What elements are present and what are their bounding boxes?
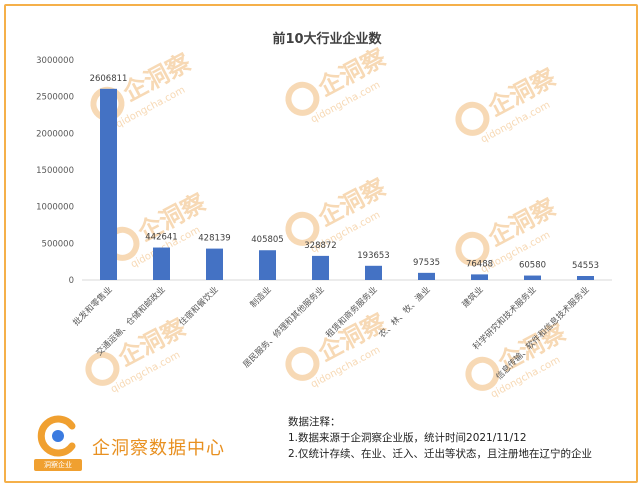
chart-frame: 企洞察 qidongcha.com 企洞察 qidongcha.com 企洞察 qidon… — [4, 4, 638, 483]
watermark-logo-icon — [285, 81, 320, 116]
bar — [259, 250, 276, 280]
data-label: 442641 — [145, 233, 177, 243]
watermark-logo-icon — [465, 356, 500, 391]
watermark-logo-icon — [455, 101, 490, 136]
y-tick-label: 0 — [69, 276, 74, 286]
bar — [365, 265, 382, 280]
bars — [100, 88, 594, 280]
bar — [471, 274, 488, 280]
watermark-logo-icon — [285, 346, 320, 381]
brand-name: 企洞察数据中心 — [92, 438, 225, 459]
data-label: 76488 — [466, 259, 493, 269]
y-tick-label: 1500000 — [36, 166, 74, 176]
y-tick-label: 3000000 — [36, 56, 74, 66]
data-label: 193653 — [357, 251, 389, 261]
note-source: 1.数据来源于企洞察企业版，统计时间2021/11/12 — [288, 432, 527, 444]
bar — [100, 88, 117, 280]
x-tick-label: 住宿和餐饮业 — [177, 284, 221, 328]
chart-title: 前10大行业企业数 — [272, 31, 382, 47]
watermark-logo-icon — [85, 351, 120, 386]
watermark-logo-icon — [455, 231, 490, 266]
data-label: 428139 — [198, 234, 230, 244]
bar — [312, 255, 329, 280]
y-tick-label: 2000000 — [36, 129, 74, 139]
logo-icon — [37, 415, 76, 457]
y-tick-label: 1000000 — [36, 203, 74, 213]
x-tick-label: 批发和零售业 — [71, 284, 115, 328]
y-axis: 0 500000 1000000 1500000 2000000 2500000 30000… — [36, 56, 612, 286]
data-notes: 数据注释： 1.数据来源于企洞察企业版，统计时间2021/11/12 2.仅统计… — [288, 414, 592, 462]
data-label: 2606811 — [90, 74, 128, 84]
data-label: 328872 — [304, 241, 336, 251]
y-tick-label: 500000 — [42, 239, 74, 249]
watermark-logo-icon — [285, 211, 320, 246]
x-tick-label: 农、林、牧、渔业 — [377, 284, 433, 340]
y-tick-label: 2500000 — [36, 93, 74, 103]
data-label: 97535 — [413, 258, 440, 268]
logo-badge: 洞察企业 — [34, 459, 82, 471]
bar — [153, 247, 170, 280]
footer: 洞察企业 企洞察数据中心 数据注释： 1.数据来源于企洞察企业版，统计时间202… — [20, 412, 640, 482]
note-scope: 2.仅统计存续、在业、迁入、迁出等状态，且注册地在辽宁的企业 — [288, 448, 593, 460]
bar — [524, 275, 541, 280]
bar — [418, 272, 435, 280]
bar — [206, 248, 223, 280]
x-tick-label: 建筑业 — [460, 284, 486, 310]
bar — [577, 275, 594, 280]
data-label: 54553 — [572, 261, 599, 271]
data-label: 60580 — [519, 261, 546, 271]
notes-title: 数据注释： — [288, 416, 341, 428]
data-label: 405805 — [251, 235, 283, 245]
value-labels: 2606811 442641 428139 405805 328872 193653 975… — [90, 74, 599, 271]
x-tick-label: 制造业 — [248, 284, 274, 310]
